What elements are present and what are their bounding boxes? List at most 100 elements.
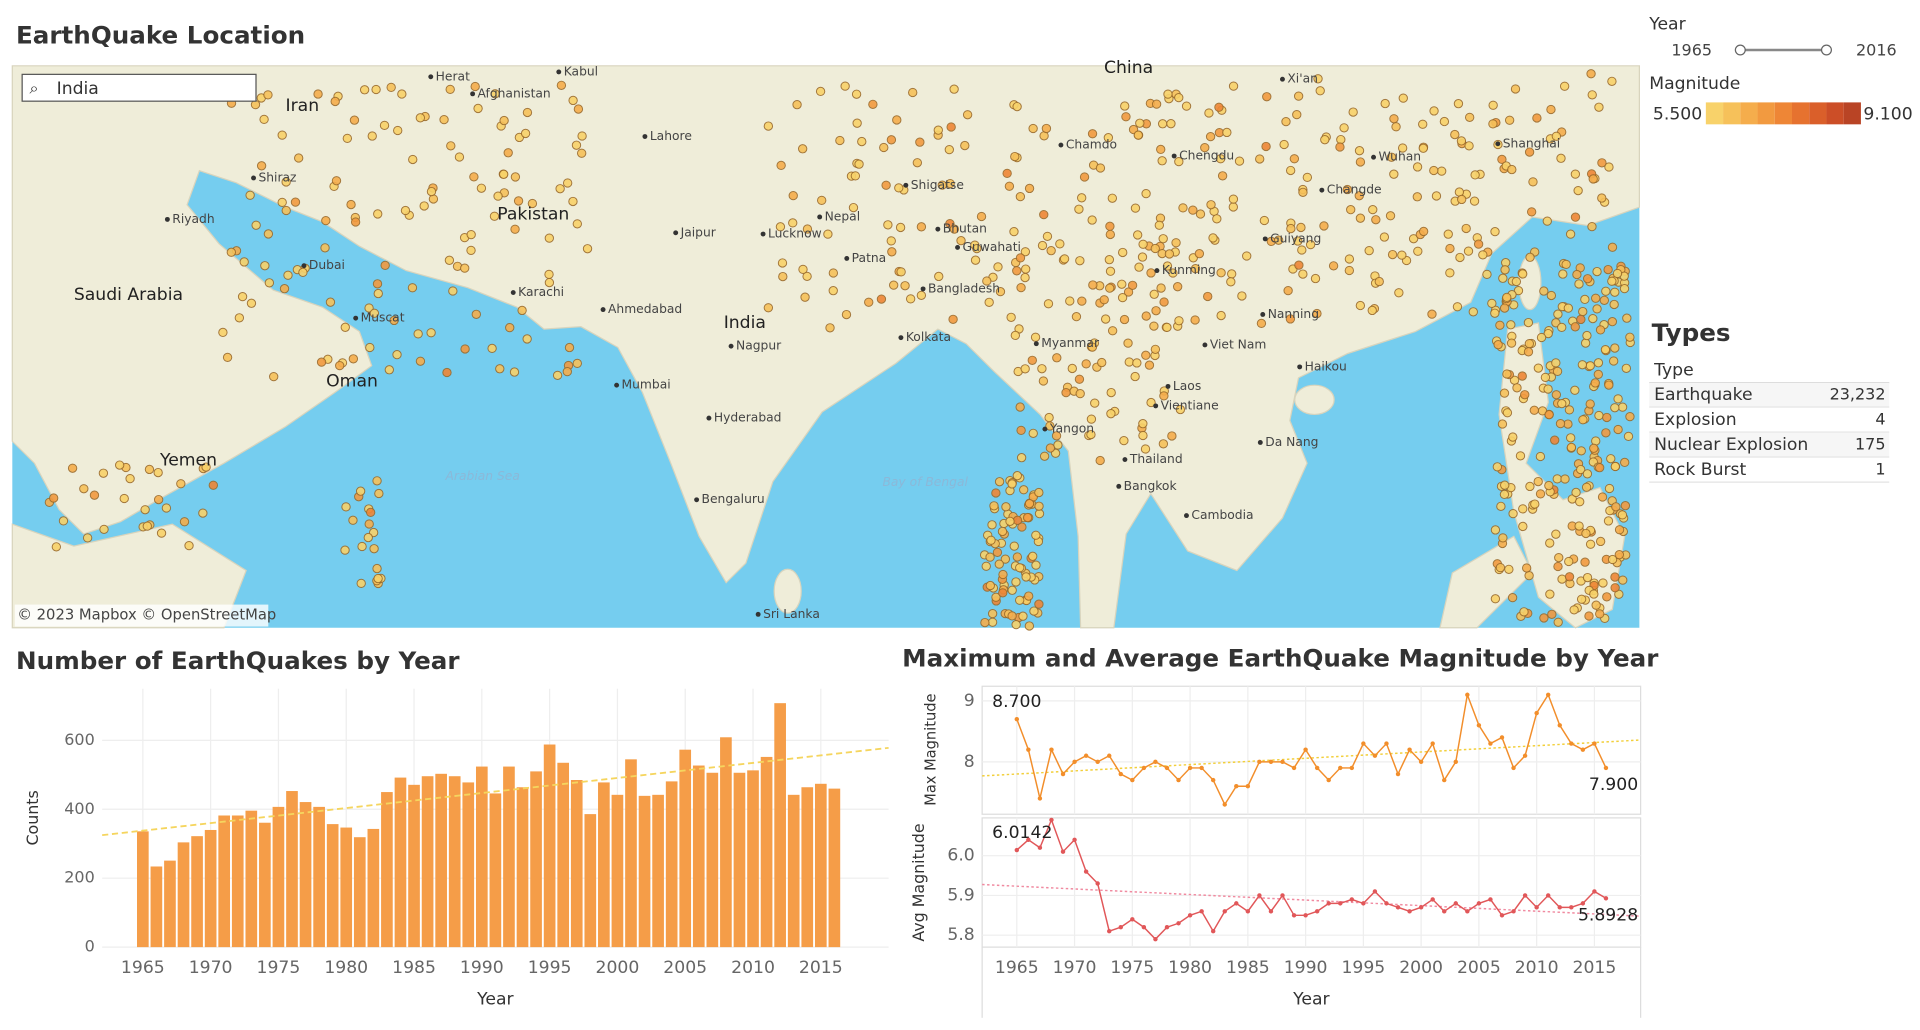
quake-dot <box>1004 181 1015 191</box>
city-label: Lucknow <box>768 227 822 241</box>
quake-dot <box>1561 259 1571 270</box>
quake-dot <box>374 488 384 499</box>
quake-dot <box>841 309 852 320</box>
quake-dot <box>1557 398 1567 409</box>
quake-dot <box>800 292 810 302</box>
quake-dot <box>1570 169 1581 179</box>
slider-handle[interactable] <box>1820 44 1832 56</box>
quake-dot <box>552 370 563 380</box>
quake-dot <box>1502 408 1513 418</box>
quake-dot <box>259 114 269 124</box>
search-box[interactable] <box>21 73 257 102</box>
quake-dot <box>466 245 476 256</box>
point <box>1580 747 1586 752</box>
quake-dot <box>994 559 1004 569</box>
quake-dot <box>1606 454 1616 464</box>
quake-dot <box>1452 302 1463 312</box>
quake-dot <box>386 82 396 92</box>
city-dot <box>510 290 516 295</box>
point <box>1442 777 1447 783</box>
city-label: Lahore <box>650 129 692 143</box>
city-dot <box>1319 187 1325 193</box>
quake-dot <box>1504 564 1514 574</box>
quake-dot <box>58 516 69 526</box>
year-filter[interactable]: Year 1965 2016 <box>1648 14 1896 59</box>
bar <box>408 784 420 948</box>
quake-dot <box>335 361 345 371</box>
quake-dot <box>1150 243 1160 254</box>
map-labels: Iran Pakistan India Saudi Arabia Yemen Oman Ch… <box>74 58 1560 621</box>
point <box>1384 741 1389 746</box>
quake-dot <box>1507 164 1517 175</box>
point <box>1095 881 1100 886</box>
type-count: 175 <box>1855 434 1886 453</box>
quake-dot <box>1296 222 1306 233</box>
quake-dot <box>1612 268 1623 279</box>
quake-dot <box>1500 265 1510 275</box>
bar <box>164 860 176 948</box>
point <box>1268 909 1274 914</box>
legend-label: Magnitude <box>1649 74 1740 94</box>
quake-dot <box>1385 211 1396 221</box>
city-label: Kunming <box>1162 263 1216 277</box>
quake-dot <box>490 89 500 99</box>
quake-dot <box>237 291 248 302</box>
quake-dot <box>1010 330 1021 341</box>
point <box>1361 741 1366 746</box>
search-text[interactable]: India <box>57 79 99 99</box>
quake-dot <box>367 131 377 141</box>
quake-dot <box>1565 229 1576 239</box>
quake-dot <box>234 313 245 323</box>
quake-dot <box>1455 252 1465 263</box>
quake-dot <box>1543 384 1553 394</box>
quake-dot <box>1604 483 1615 494</box>
quake-dot <box>1498 273 1508 283</box>
quake-dot <box>1011 620 1021 630</box>
quake-dot <box>246 298 257 308</box>
quake-dot <box>1106 387 1116 398</box>
quake-dot <box>1597 492 1608 502</box>
quake-dot <box>1237 291 1247 301</box>
quake-dot <box>1328 261 1339 271</box>
quake-dot <box>1585 399 1595 409</box>
bar <box>720 737 732 948</box>
quake-dot <box>1298 269 1308 279</box>
quake-dot <box>1387 249 1398 260</box>
quake-dot <box>1024 621 1035 631</box>
map[interactable]: Iran Pakistan India Saudi Arabia Yemen Oman Ch… <box>11 58 1640 631</box>
quake-dot <box>1151 99 1162 109</box>
point <box>1592 889 1597 894</box>
quake-dot <box>908 87 918 98</box>
quake-dot <box>489 211 500 221</box>
city-dot <box>1154 268 1160 274</box>
quake-dot <box>99 524 109 534</box>
quake-dot <box>1015 402 1025 412</box>
quake-dot <box>1190 264 1201 274</box>
city-dot <box>164 216 170 222</box>
quake-dot <box>1012 266 1022 276</box>
quake-dot <box>987 608 998 619</box>
quake-dot <box>900 281 910 291</box>
quake-dot <box>1583 274 1593 284</box>
quake-dot <box>1167 431 1177 441</box>
quake-dot <box>857 136 867 147</box>
quake-dot <box>256 161 267 171</box>
point <box>1372 889 1378 894</box>
quake-dot <box>1532 113 1542 123</box>
quake-dot <box>1077 296 1087 306</box>
quake-dot <box>413 329 423 339</box>
x-tick-label: 2005 <box>663 958 707 978</box>
slider-handle[interactable] <box>1734 44 1746 56</box>
city-dot <box>1495 141 1501 147</box>
quake-dot <box>1380 98 1390 109</box>
quake-dot <box>1559 81 1570 91</box>
quake-dot <box>1212 214 1222 224</box>
quake-dot <box>1234 156 1245 166</box>
bar <box>340 827 353 948</box>
quake-dot <box>1533 363 1544 373</box>
quake-dot <box>1607 317 1618 327</box>
bar <box>760 756 773 948</box>
quake-dot <box>1320 135 1330 145</box>
ramp-step <box>1774 102 1792 125</box>
quake-dot <box>1067 363 1077 374</box>
